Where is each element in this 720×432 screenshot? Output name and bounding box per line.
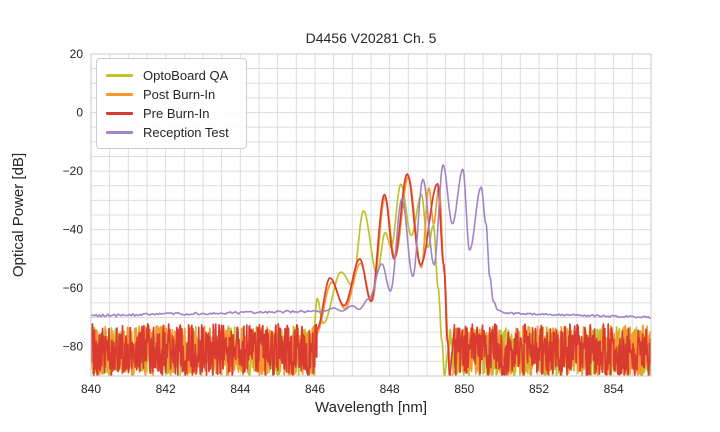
series-line-reception-test — [91, 164, 651, 319]
legend-line-swatch — [106, 111, 133, 115]
series-layer — [91, 164, 651, 376]
tick-labels-layer: 840 842 844 846 848 850 852 854 20 0 −20 −40 −60 −80 — [63, 47, 624, 396]
legend-line-swatch — [106, 73, 133, 77]
legend-line-swatch — [106, 130, 133, 134]
x-tick-label: 846 — [305, 382, 325, 396]
y-tick-label: 20 — [70, 47, 84, 61]
plot-frame — [90, 53, 652, 377]
legend-label: Post Burn-In — [143, 86, 216, 102]
legend-line-swatch — [106, 92, 133, 96]
legend-item-pre-burn-in: Pre Burn-In — [106, 106, 237, 120]
legend-label: OptoBoard QA — [143, 67, 229, 83]
y-tick-label: −60 — [63, 281, 84, 295]
legend-item-post-burn-in: Post Burn-In — [106, 87, 237, 101]
legend-item-reception-test: Reception Test — [106, 125, 237, 139]
series-line-pre-burn-in — [91, 173, 651, 376]
y-tick-label: −20 — [63, 164, 84, 178]
y-tick-label: 0 — [76, 106, 83, 120]
legend-label: Reception Test — [143, 124, 229, 140]
x-tick-label: 850 — [454, 382, 474, 396]
x-tick-label: 840 — [81, 382, 101, 396]
x-tick-label: 854 — [604, 382, 624, 396]
x-tick-label: 844 — [230, 382, 250, 396]
x-tick-label: 852 — [529, 382, 549, 396]
y-tick-label: −80 — [63, 340, 84, 354]
legend: OptoBoard QA Post Burn-In Pre Burn-In Recep… — [96, 58, 247, 149]
y-tick-label: −40 — [63, 223, 84, 237]
x-tick-label: 842 — [156, 382, 176, 396]
chart-title: D4456 V20281 Ch. 5 — [306, 30, 437, 46]
legend-item-optoboard-qa: OptoBoard QA — [106, 68, 237, 82]
x-axis-label: Wavelength [nm] — [315, 399, 427, 416]
x-tick-label: 848 — [380, 382, 400, 396]
y-axis-label: Optical Power [dB] — [10, 153, 27, 277]
legend-label: Pre Burn-In — [143, 105, 210, 121]
